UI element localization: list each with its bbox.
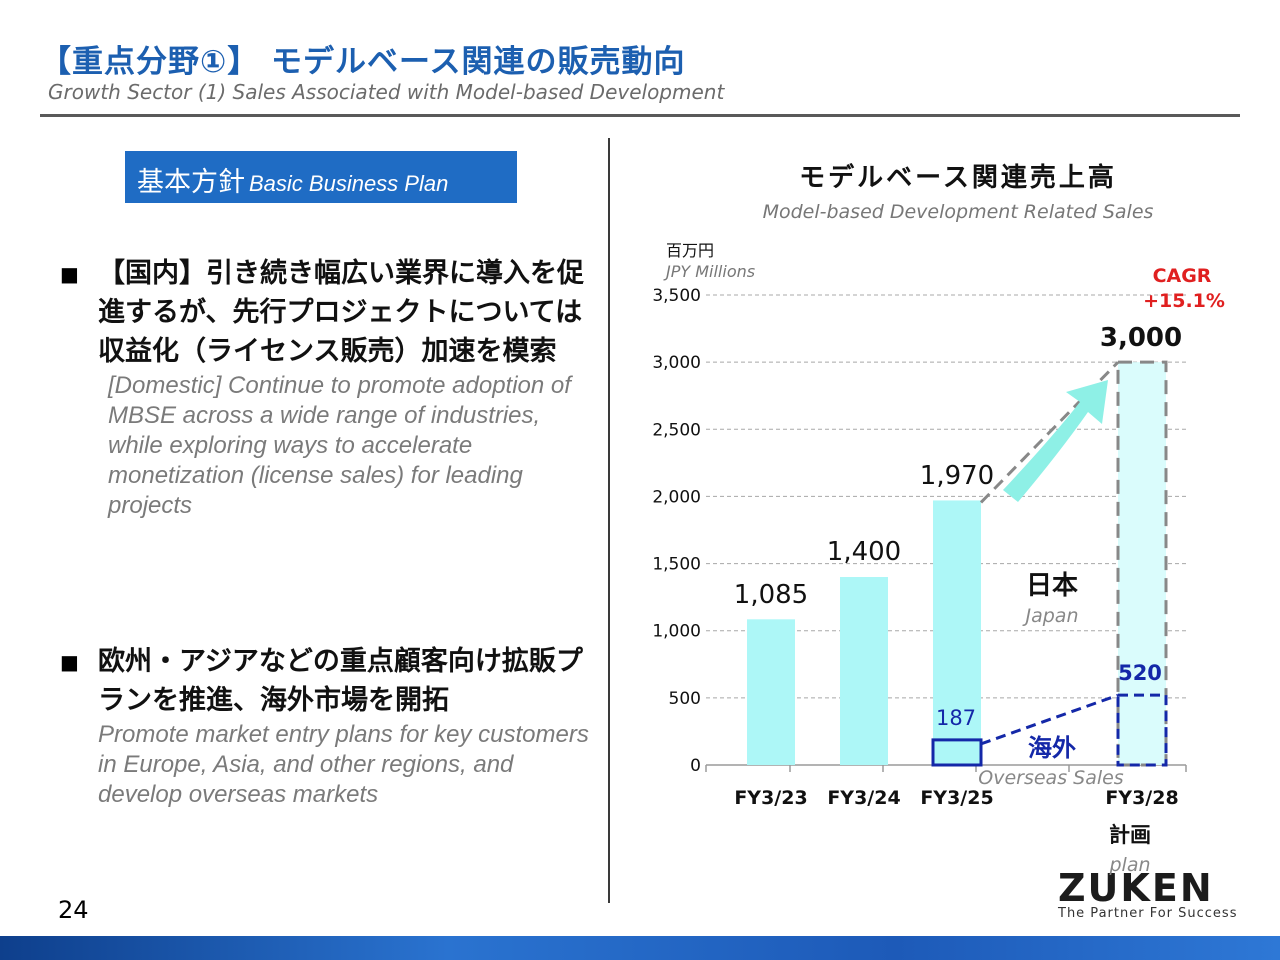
y-tick-label: 2,500 — [652, 420, 701, 440]
y-tick-label: 0 — [690, 756, 701, 776]
sales-chart: モデルベース関連売上高 Model-based Development Relat… — [652, 162, 1225, 876]
y-tick-label: 3,500 — [652, 286, 701, 306]
data-label-japan: 3,000 — [1100, 323, 1182, 353]
x-tick-label: FY3/24 — [827, 787, 900, 809]
plan-heading-jp: 基本方針 — [137, 167, 245, 198]
plan-label-en: plan — [1108, 854, 1150, 876]
bullet-overseas: ■ 欧州・アジアなどの重点顧客向け拡販プランを推進、海外市場を開拓 Promot… — [60, 642, 590, 810]
series-label-overseas: 海外 — [1028, 734, 1076, 762]
plan-heading: 基本方針 Basic Business Plan — [125, 151, 517, 203]
growth-connector-overseas — [980, 693, 1119, 746]
data-label-overseas: 187 — [936, 706, 976, 730]
series-label-overseas-en: Overseas Sales — [978, 767, 1124, 789]
cagr-value: +15.1% — [1143, 290, 1225, 312]
y-tick-label: 1,500 — [652, 555, 701, 575]
cagr-label: CAGR — [1153, 265, 1212, 287]
bar-japan-fy3-25 — [933, 500, 981, 765]
bar-japan-fy3-23 — [747, 619, 795, 765]
data-label-japan: 1,970 — [920, 461, 994, 491]
data-label-japan: 1,085 — [734, 580, 808, 610]
title-divider — [40, 114, 1240, 117]
x-tick-label: FY3/28 — [1105, 787, 1178, 809]
logo-tagline: The Partner For Success — [1058, 906, 1238, 921]
x-tick-label: FY3/23 — [734, 787, 807, 809]
growth-arrow-icon — [1003, 380, 1108, 502]
plan-label: 計画 — [1109, 823, 1151, 847]
bullet-square-icon: ■ — [60, 650, 79, 674]
series-label-japan: 日本 — [1026, 571, 1078, 601]
chart-title: モデルベース関連売上高 — [799, 162, 1117, 193]
plan-heading-en: Basic Business Plan — [249, 171, 449, 196]
bullet-square-icon: ■ — [60, 262, 79, 286]
column-divider — [608, 138, 610, 903]
footer-band — [0, 936, 1280, 960]
y-axis-unit-en: JPY Millions — [663, 262, 755, 281]
bullet-overseas-english: Promote market entry plans for key custo… — [98, 721, 589, 808]
bullet-domestic-english: [Domestic] Continue to promote adoption … — [108, 372, 571, 519]
page-subtitle: Growth Sector (1) Sales Associated with … — [48, 80, 725, 104]
bullet-domestic-heading: 【国内】引き続き幅広い業界に導入を促進するが、先行プロジェクトについては収益化（… — [98, 258, 584, 367]
page-number: 24 — [58, 896, 89, 924]
bullet-overseas-heading: 欧州・アジアなどの重点顧客向け拡販プランを推進、海外市場を開拓 — [98, 646, 583, 716]
bar-overseas-fy3-25 — [931, 738, 983, 767]
x-tick-label: FY3/25 — [920, 787, 993, 809]
data-label-japan: 1,400 — [827, 537, 901, 567]
y-tick-label: 3,000 — [652, 353, 701, 373]
y-tick-label: 500 — [669, 689, 701, 709]
y-axis-unit: 百万円 — [666, 241, 714, 260]
bar-japan-fy3-28 — [1116, 360, 1168, 767]
bar-overseas-fy3-28 — [1116, 693, 1168, 767]
data-label-overseas: 520 — [1118, 661, 1162, 685]
bar-japan-fy3-24 — [840, 577, 888, 765]
chart-subtitle: Model-based Development Related Sales — [763, 201, 1154, 223]
series-label-japan-en: Japan — [1022, 605, 1079, 627]
zuken-logo: ZUKEN — [1058, 866, 1214, 910]
page-title: 【重点分野①】 モデルベース関連の販売動向 — [40, 44, 686, 80]
y-tick-label: 2,000 — [652, 487, 701, 507]
y-tick-label: 1,000 — [652, 622, 701, 642]
bullet-domestic: ■ 【国内】引き続き幅広い業界に導入を促進するが、先行プロジェクトについては収益… — [60, 254, 590, 521]
